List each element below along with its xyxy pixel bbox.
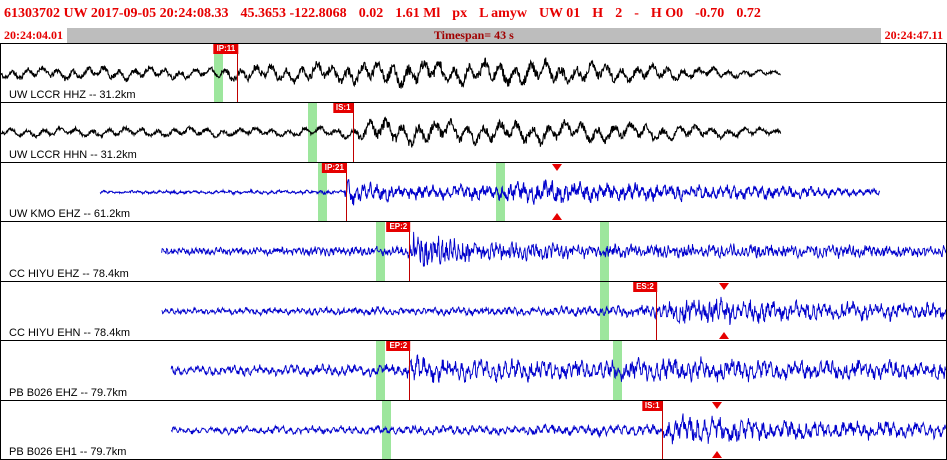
phase-pick-line[interactable] xyxy=(409,222,411,281)
waveform xyxy=(99,178,881,206)
event-header-field: 61303702 UW 2017-09-05 20:24:08.33 xyxy=(4,6,229,21)
phase-pick-line[interactable] xyxy=(655,281,657,341)
event-header-field: H O0 xyxy=(650,6,684,21)
pick-window-highlight xyxy=(495,162,505,222)
pick-window-highlight xyxy=(599,222,609,281)
event-header-field: L amyw xyxy=(479,6,527,21)
event-header-field: - xyxy=(634,6,639,21)
waveform xyxy=(1,57,781,89)
event-header-field: 0.72 xyxy=(736,6,761,21)
trace-label: PB B026 EHZ -- 79.7km xyxy=(7,386,129,399)
trace-label: CC HIYU EHN -- 78.4km xyxy=(7,327,133,340)
phase-pick-line[interactable] xyxy=(661,400,663,459)
event-header-field: 0.02 xyxy=(358,6,384,21)
pick-window-highlight xyxy=(599,281,609,341)
event-header-field: UW 01 xyxy=(538,6,581,21)
trace-label: CC HIYU EHZ -- 78.4km xyxy=(7,267,131,280)
trace-panel-uw-lccr-hhn[interactable]: UW LCCR HHN -- 31.2km IS:1 xyxy=(1,103,946,163)
waveform xyxy=(1,116,782,148)
coda-marker-down-icon[interactable] xyxy=(551,163,562,171)
trace-label: UW KMO EHZ -- 61.2km xyxy=(7,208,133,221)
phase-pick-line[interactable] xyxy=(237,44,239,103)
pick-window-highlight xyxy=(375,341,385,400)
trace-panel-uw-lccr-hhz[interactable]: UW LCCR HHZ -- 31.2km IP:11 xyxy=(1,44,946,104)
trace-label: UW LCCR HHZ -- 31.2km xyxy=(7,89,138,102)
trace-label: UW LCCR HHN -- 31.2km xyxy=(7,148,139,161)
waveform xyxy=(170,412,946,444)
phase-pick-line[interactable] xyxy=(345,162,347,222)
phase-pick-label[interactable]: IS:1 xyxy=(641,400,663,411)
pick-window-highlight xyxy=(381,400,391,459)
phase-pick-label[interactable]: IP:11 xyxy=(213,44,239,54)
trace-panel-uw-kmo-ehz[interactable]: UW KMO EHZ -- 61.2km IP:21 xyxy=(1,162,946,223)
phase-pick-label[interactable]: EP:2 xyxy=(386,222,411,233)
phase-pick-label[interactable]: IS:1 xyxy=(332,103,354,114)
coda-marker-down-icon[interactable] xyxy=(712,401,723,409)
waveform xyxy=(170,354,946,384)
coda-marker-down-icon[interactable] xyxy=(718,282,729,290)
trace-panel-cc-hiyu-ehn[interactable]: CC HIYU EHN -- 78.4km ES:2 xyxy=(1,281,946,342)
event-header-field: px xyxy=(452,6,468,21)
event-header-field: -0.70 xyxy=(695,6,725,21)
event-header-field: 1.61 Ml xyxy=(395,6,441,21)
time-bar: 20:24:04.01 Timespan= 43 s 20:24:47.11 xyxy=(0,28,947,43)
phase-pick-line[interactable] xyxy=(409,341,411,400)
window-end-time: 20:24:47.11 xyxy=(880,28,947,43)
phase-pick-label[interactable]: ES:2 xyxy=(633,281,657,292)
coda-marker-up-icon[interactable] xyxy=(718,332,729,340)
pick-window-highlight xyxy=(375,222,385,281)
window-start-time: 20:24:04.01 xyxy=(0,28,67,43)
timespan-band: Timespan= 43 s xyxy=(67,28,881,43)
trace-panel-cc-hiyu-ehz[interactable]: CC HIYU EHZ -- 78.4km EP:2 xyxy=(1,222,946,282)
event-header-field: H xyxy=(592,6,604,21)
trace-panel-pb-b026-ehz[interactable]: PB B026 EHZ -- 79.7km EP:2 xyxy=(1,341,946,401)
pick-window-highlight xyxy=(307,103,317,162)
event-header-field: 45.3653 -122.8068 xyxy=(240,6,347,21)
coda-marker-up-icon[interactable] xyxy=(712,450,723,458)
trace-panels: UW LCCR HHZ -- 31.2km IP:11 UW LCCR HHN … xyxy=(0,43,947,460)
trace-label: PB B026 EH1 -- 79.7km xyxy=(7,445,129,458)
phase-pick-line[interactable] xyxy=(352,103,354,162)
phase-pick-label[interactable]: EP:2 xyxy=(386,341,411,352)
timespan-label: Timespan= 43 s xyxy=(433,28,514,42)
trace-panel-pb-b026-eh1[interactable]: PB B026 EH1 -- 79.7km IS:1 xyxy=(1,400,946,459)
waveform xyxy=(161,296,946,325)
phase-pick-label[interactable]: IP:21 xyxy=(321,162,347,173)
event-header-field: 2 xyxy=(615,6,623,21)
waveform xyxy=(161,232,946,267)
event-header: 61303702 UW 2017-09-05 20:24:08.33 45.365… xyxy=(0,0,947,28)
coda-marker-up-icon[interactable] xyxy=(551,213,562,221)
pick-window-highlight xyxy=(214,44,224,103)
